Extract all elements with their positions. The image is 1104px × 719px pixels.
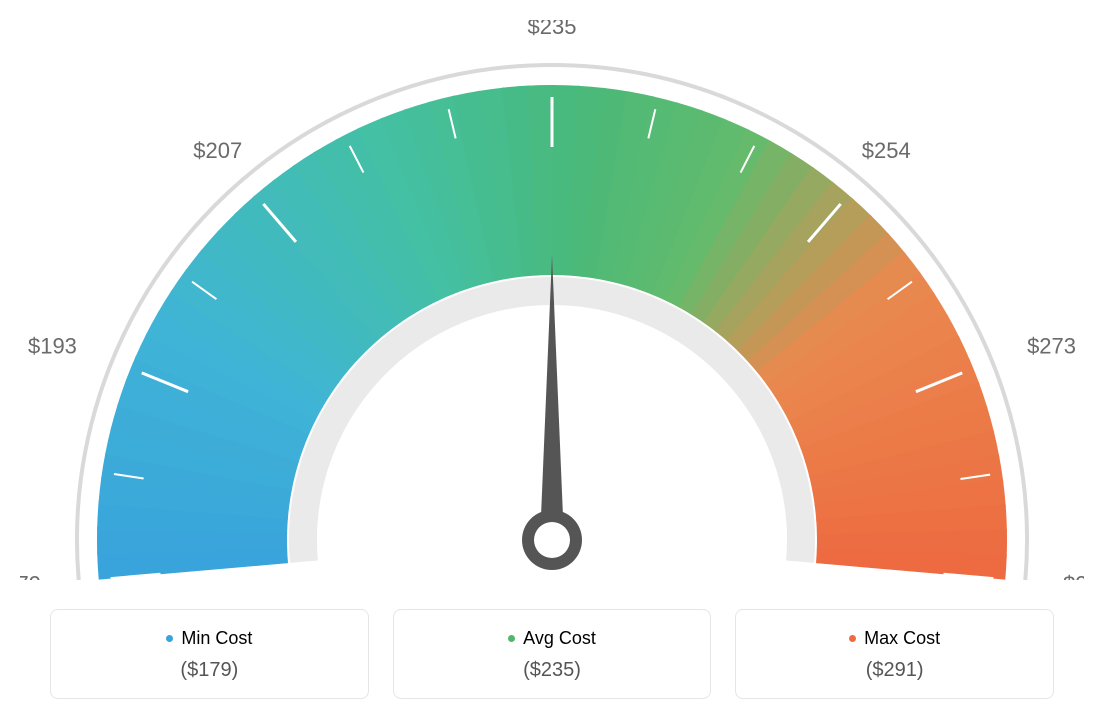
summary-cards: Min Cost ($179) Avg Cost ($235) Max Cost… — [20, 609, 1084, 699]
gauge-tick-label: $291 — [1063, 572, 1084, 580]
min-dot — [166, 635, 173, 642]
max-cost-card: Max Cost ($291) — [735, 609, 1054, 699]
gauge-tick-label: $235 — [528, 20, 577, 39]
min-cost-label: Min Cost — [181, 628, 252, 649]
cost-gauge-chart: $179 $193 $207 $235 $254 $273 $291 — [20, 20, 1084, 585]
avg-cost-card: Avg Cost ($235) — [393, 609, 712, 699]
gauge-tick-label: $207 — [193, 138, 242, 163]
gauge-tick-label: $273 — [1027, 333, 1076, 358]
avg-cost-value: ($235) — [406, 659, 699, 682]
max-dot — [849, 635, 856, 642]
gauge-tick-label: $179 — [20, 572, 41, 580]
avg-dot — [508, 635, 515, 642]
max-cost-label: Max Cost — [864, 628, 940, 649]
max-cost-value: ($291) — [748, 659, 1041, 682]
gauge-hub-inner — [534, 522, 570, 558]
gauge-tick-label: $254 — [862, 138, 911, 163]
min-cost-value: ($179) — [63, 659, 356, 682]
min-cost-card: Min Cost ($179) — [50, 609, 369, 699]
gauge-svg: $179 $193 $207 $235 $254 $273 $291 — [20, 20, 1084, 580]
gauge-tick-label: $193 — [28, 333, 77, 358]
avg-cost-label: Avg Cost — [523, 628, 596, 649]
